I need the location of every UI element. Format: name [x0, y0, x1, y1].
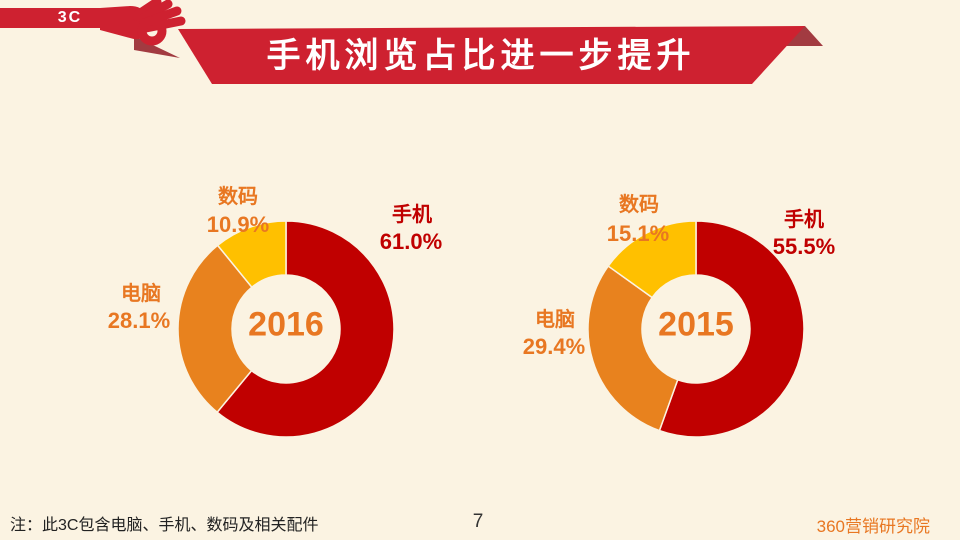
- donut-slice-2015-1: [587, 265, 679, 432]
- hand-snap-icon: [100, 0, 186, 46]
- donut-center-year-2015: 2015: [658, 305, 734, 344]
- brand-credit: 360营销研究院: [816, 517, 930, 536]
- donut-center-year-2016: 2016: [248, 305, 324, 344]
- slice-label-digital-2016: 数码: [218, 186, 258, 208]
- slice-value-computer-2015: 29.4%: [522, 334, 586, 359]
- page-title: 手机浏览占比进一步提升: [266, 37, 696, 75]
- donut-slice-2016-0: [216, 220, 395, 438]
- page-number: 7: [472, 511, 484, 532]
- donut-slice-2016-1: [177, 244, 253, 413]
- slice-label-mobile-2016: 手机: [392, 204, 432, 226]
- slice-label-digital-2015: 数码: [619, 194, 659, 216]
- ribbon-tag-label: 3C: [57, 9, 83, 26]
- slice-label-mobile-2015: 手机: [784, 209, 824, 231]
- slice-value-computer-2016: 28.1%: [107, 308, 171, 333]
- donut-slice-2015-0: [658, 220, 805, 438]
- slice-value-digital-2016: 10.9%: [206, 212, 270, 237]
- title-banner: 手机浏览占比进一步提升: [178, 26, 805, 84]
- slice-label-computer-2016: 电脑: [121, 283, 161, 305]
- slice-label-computer-2015: 电脑: [535, 309, 575, 331]
- donut-slice-2015-2: [607, 220, 697, 299]
- slice-value-mobile-2015: 55.5%: [772, 234, 836, 259]
- footnote: 注：此3C包含电脑、手机、数码及相关配件: [10, 517, 319, 534]
- donut-slice-2016-2: [216, 220, 287, 288]
- slice-value-mobile-2016: 61.0%: [379, 229, 443, 254]
- slice-value-digital-2015: 15.1%: [606, 221, 670, 246]
